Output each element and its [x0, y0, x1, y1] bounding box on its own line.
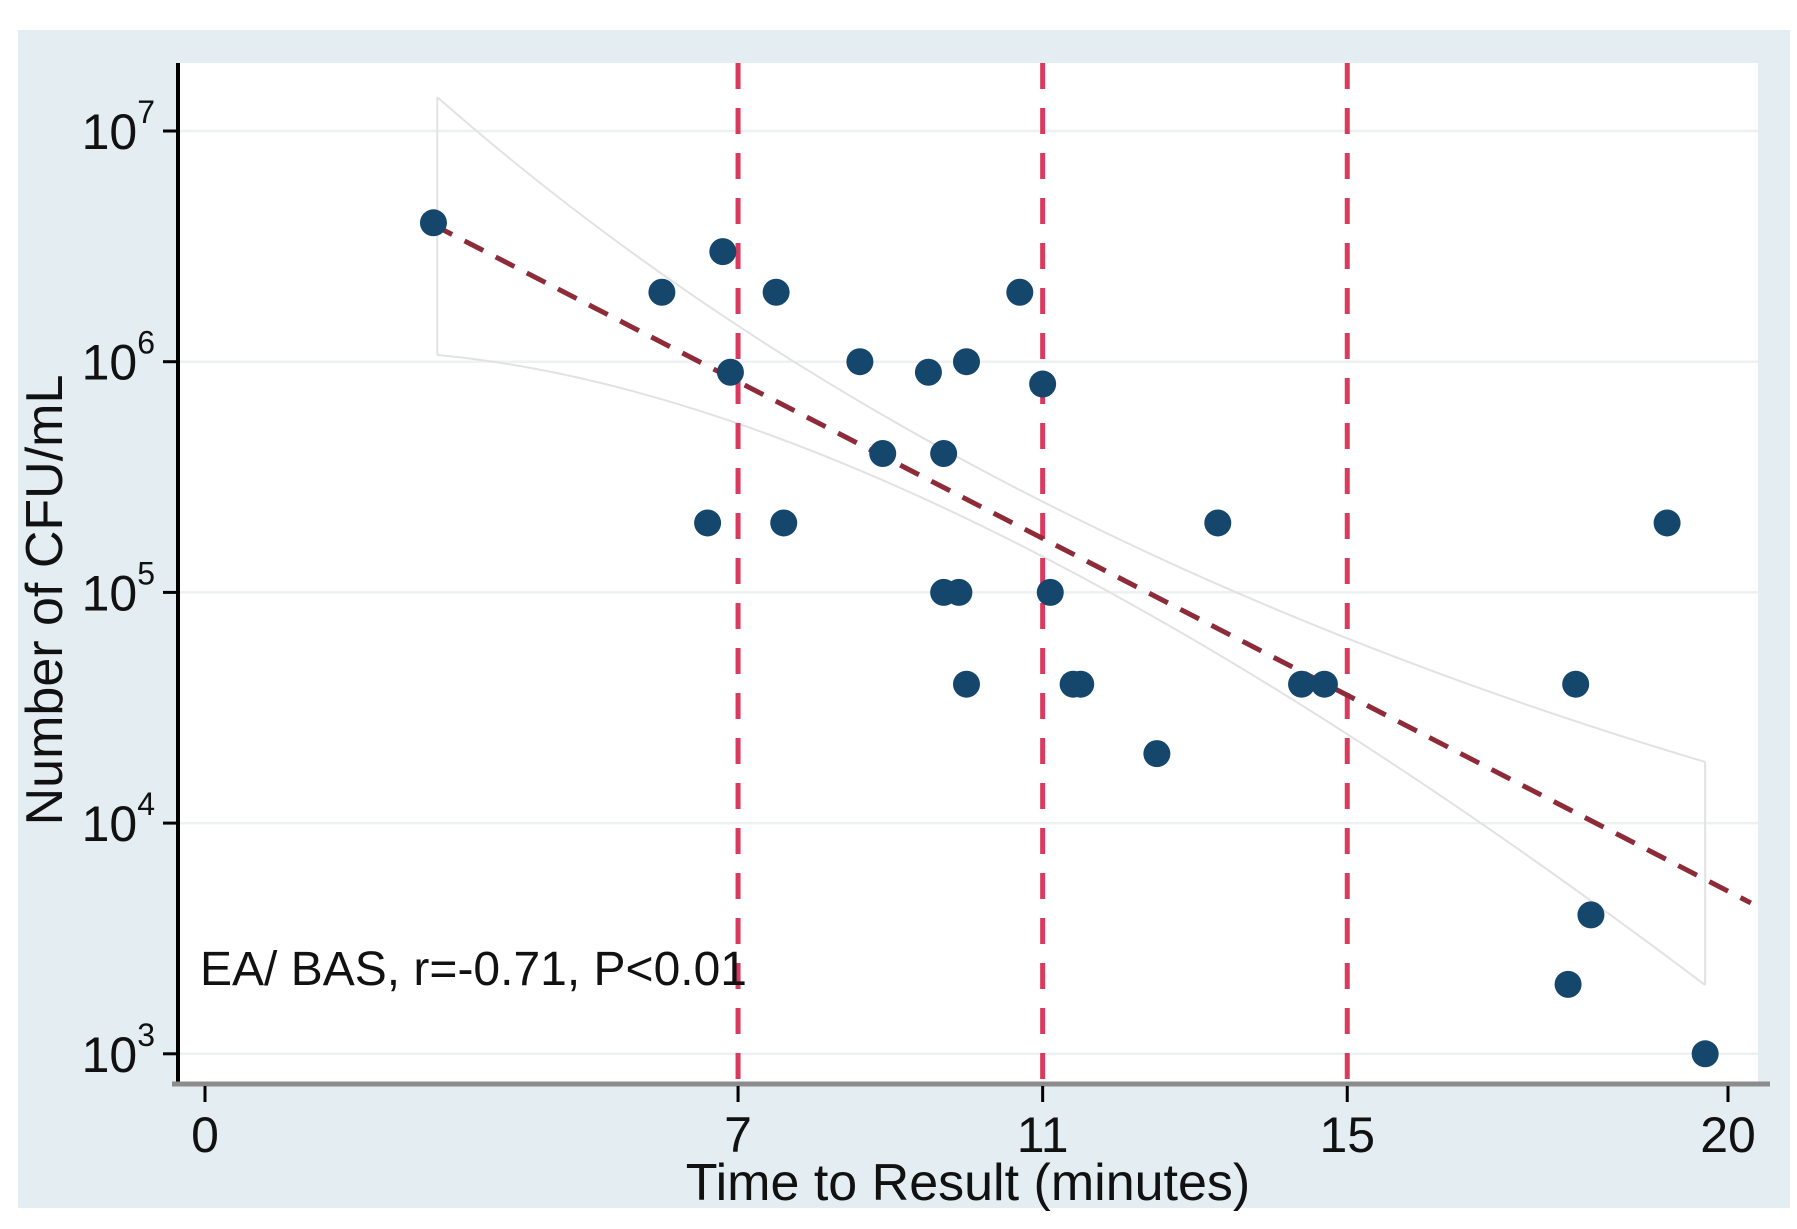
data-point [914, 358, 942, 386]
y-tick-label: 107 [82, 94, 155, 160]
data-point [762, 278, 790, 306]
data-point [648, 278, 676, 306]
x-tick-label: 20 [1700, 1107, 1756, 1163]
regression-line [432, 222, 1752, 906]
data-point [1562, 670, 1590, 698]
data-point [1577, 901, 1605, 929]
x-tick-label: 11 [1017, 1107, 1069, 1163]
y-tick-label: 105 [82, 555, 155, 621]
y-tick-label: 104 [82, 786, 155, 852]
data-point [1029, 370, 1057, 398]
data-point [930, 440, 958, 468]
x-axis-title: Time to Result (minutes) [686, 1154, 1250, 1212]
y-axis-title: Number of CFU/mL [16, 375, 74, 826]
data-point [1310, 670, 1338, 698]
data-point [953, 348, 980, 376]
correlation-annotation: EA/ BAS, r=-0.71, P<0.01 [200, 943, 747, 996]
plot-area [178, 63, 1758, 1082]
data-point [945, 578, 973, 606]
ci-upper-bound [436, 96, 1706, 763]
data-point [694, 509, 722, 537]
data-point [846, 348, 874, 376]
data-point [1653, 509, 1681, 537]
data-point [1554, 970, 1582, 998]
data-point [709, 238, 737, 266]
x-tick-label: 0 [191, 1107, 219, 1163]
x-tick-label: 7 [724, 1107, 752, 1163]
data-point [419, 209, 447, 237]
data-point [1288, 670, 1316, 698]
data-point [1006, 278, 1034, 306]
data-point [1691, 1040, 1719, 1068]
data-point [716, 358, 744, 386]
data-point [1204, 509, 1232, 537]
y-tick-label: 106 [82, 325, 155, 391]
x-tick-label: 15 [1319, 1107, 1375, 1163]
ci-lower-bound [437, 354, 1706, 986]
data-point [869, 440, 897, 468]
data-point [1067, 670, 1095, 698]
data-point [953, 670, 980, 698]
data-point [1143, 740, 1171, 768]
data-point [1036, 578, 1064, 606]
y-tick-label: 103 [82, 1017, 155, 1083]
data-point [770, 509, 798, 537]
